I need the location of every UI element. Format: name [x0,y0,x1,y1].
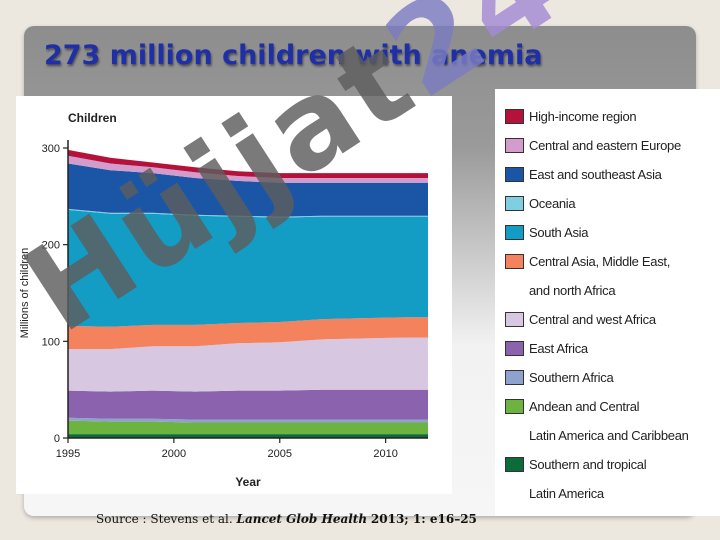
legend-label: Southern Africa [529,370,614,385]
x-tick-label-3: 2010 [373,448,397,460]
slide-title: 273 million children with anemia [44,40,543,71]
source-journal: Lancet Glob Health [236,512,368,526]
area-series-6 [68,209,428,327]
legend-label: East Africa [529,341,588,356]
stacked-area-chart: 0 100 200 300 1995 2000 2005 2010 Children Year Mi… [19,111,428,489]
area-series-2 [68,417,428,423]
legend-label: Central Asia, Middle East, [529,254,671,269]
legend-label: East and southeast Asia [529,167,662,182]
area-series-3 [68,389,428,420]
legend-label: Oceania [529,196,576,211]
chart-legend: High-income region Central and eastern Eu… [495,89,720,516]
area-series-4 [68,337,428,392]
x-tick-label-0: 1995 [56,448,80,460]
area-series-8 [68,163,428,217]
source-reference: 2013; 1: e16–25 [370,512,477,526]
chart-area: 0 100 200 300 1995 2000 2005 2010 Children Year Mi… [16,96,452,494]
area-series-1 [68,420,428,435]
legend-swatch [505,138,524,153]
legend-label-continued: Latin America [529,486,604,501]
legend-swatch [505,370,524,385]
x-tick-label-1: 2000 [162,448,186,460]
legend-swatch [505,312,524,327]
legend-swatch [505,341,524,356]
x-axis-label: Year [235,475,261,489]
legend-label: Southern and tropical [529,457,647,472]
area-series-10 [68,149,428,178]
legend-swatch [505,254,524,269]
area-series-0 [68,434,428,438]
legend-label: Andean and Central [529,399,640,414]
source-citation: Source : Stevens et al. Lancet Glob Heal… [96,512,477,526]
legend-swatch [505,225,524,240]
y-tick-label-1: 100 [42,336,60,348]
legend-label: Central and west Africa [529,312,656,327]
area-series-7 [68,208,428,218]
y-tick-label-0: 0 [54,433,60,445]
legend-label: South Asia [529,225,589,240]
legend-label: High-income region [529,109,637,124]
x-tick-label-2: 2005 [268,448,292,460]
legend-swatch [505,457,524,472]
y-tick-label-2: 200 [42,240,60,252]
y-axis-label: Millions of children [19,248,31,338]
legend-swatch [505,109,524,124]
legend-swatch [505,167,524,182]
area-series-9 [68,155,428,183]
legend-swatch [505,399,524,414]
legend-label: Central and eastern Europe [529,138,681,153]
y-tick-label-3: 300 [42,143,60,155]
legend-label-continued: Latin America and Caribbean [529,428,689,443]
area-series-5 [68,317,428,350]
source-prefix: Source : Stevens et al. [96,512,233,526]
legend-label-continued: and north Africa [529,283,616,298]
chart-title: Children [68,111,117,125]
legend-swatch [505,196,524,211]
